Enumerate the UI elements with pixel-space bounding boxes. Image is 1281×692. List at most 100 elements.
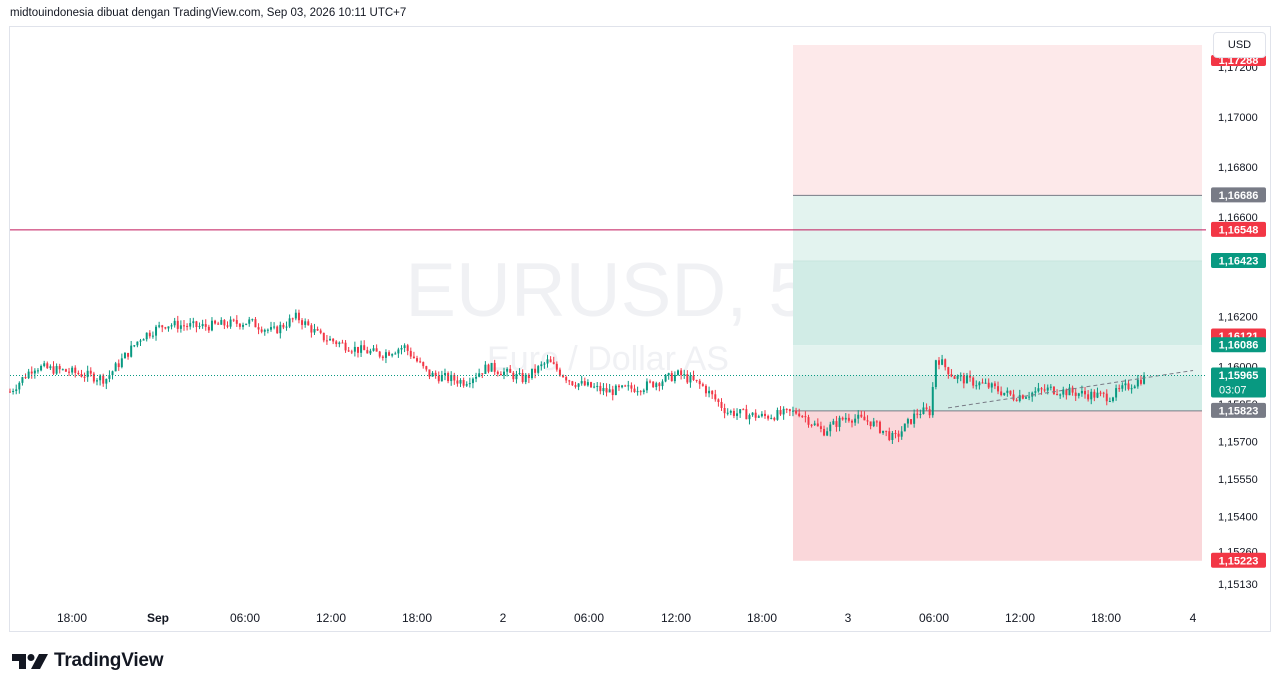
stop-loss-zone[interactable]	[793, 410, 1202, 561]
candle-body	[782, 408, 785, 415]
trend-line[interactable]	[947, 369, 1194, 409]
candle-body	[925, 407, 928, 410]
candle-body	[732, 410, 735, 416]
candle-body	[360, 345, 363, 353]
candle-body	[1096, 392, 1099, 398]
candle-body	[12, 390, 15, 392]
candle-body	[1012, 394, 1015, 400]
candle-body	[1028, 396, 1031, 398]
candle-body	[984, 382, 987, 384]
target-zone-2[interactable]	[793, 261, 1202, 346]
candle-body	[459, 380, 462, 384]
candle-body	[795, 410, 798, 414]
time-axis-label: 4	[1190, 611, 1197, 625]
candle-body	[450, 374, 453, 382]
candle-body	[139, 340, 142, 342]
candle-body	[813, 423, 816, 425]
price-axis-label: 1,17000	[1218, 112, 1258, 124]
candle-body	[959, 375, 962, 377]
candle-body	[878, 421, 881, 433]
candle-body	[117, 363, 120, 368]
candle-body	[972, 377, 975, 386]
currency-button[interactable]: USD	[1213, 32, 1266, 58]
candle-body	[906, 419, 909, 424]
candle-body	[322, 332, 325, 341]
candle-body	[226, 325, 229, 327]
candle-body	[9, 391, 11, 393]
candle-body	[969, 375, 972, 378]
candle-body	[891, 432, 894, 440]
candle-body	[882, 430, 885, 433]
candle-body	[363, 345, 366, 351]
candle-body	[586, 382, 589, 386]
candle-body	[182, 325, 185, 327]
candle-body	[192, 321, 195, 324]
candle-body	[770, 417, 773, 419]
candle-body	[1108, 401, 1111, 403]
tradingview-logo-icon	[12, 654, 48, 669]
candle-body	[875, 421, 878, 423]
tradingview-logo[interactable]: TradingView	[12, 650, 164, 672]
candle-body	[210, 320, 213, 331]
candle-body	[437, 375, 440, 382]
candle-body	[524, 374, 527, 383]
candle-body	[151, 335, 154, 337]
candle-body	[636, 391, 639, 393]
candle-body	[754, 412, 757, 418]
candle-body	[254, 319, 257, 328]
candle-body	[204, 324, 207, 327]
price-label-badge	[1211, 337, 1266, 353]
candle-body	[276, 326, 279, 334]
candle-body	[145, 332, 148, 340]
candle-body	[36, 370, 39, 372]
candle-body	[388, 352, 391, 356]
candle-body	[148, 332, 151, 337]
target-zone-3[interactable]	[793, 195, 1202, 262]
candle-body	[484, 364, 487, 374]
candle-body	[934, 360, 937, 388]
candle-body	[248, 319, 251, 324]
candle-body	[897, 433, 900, 437]
candle-body	[179, 325, 182, 329]
candle-body	[776, 410, 779, 420]
candle-body	[633, 388, 636, 392]
candle-body	[555, 363, 558, 370]
candle-body	[1074, 392, 1077, 396]
candle-body	[27, 371, 30, 379]
candle-body	[745, 409, 748, 420]
candle-body	[68, 371, 71, 373]
candle-body	[866, 420, 869, 422]
candle-body	[627, 385, 630, 387]
candle-body	[530, 368, 533, 379]
candle-body	[506, 368, 509, 372]
candle-body	[1130, 388, 1133, 390]
candle-body	[726, 412, 729, 414]
upper-stop-zone[interactable]	[793, 44, 1202, 196]
candle-body	[217, 323, 220, 325]
price-label-badge	[1211, 367, 1266, 398]
candle-body	[1006, 390, 1009, 393]
candle-body	[698, 380, 701, 385]
candle-body	[49, 366, 52, 369]
candle-body	[748, 415, 751, 420]
candle-body	[832, 421, 835, 425]
candle-body	[534, 368, 537, 373]
candle-body	[574, 385, 577, 387]
candle-body	[329, 338, 332, 341]
candle-body	[46, 363, 49, 369]
candle-body	[1056, 394, 1059, 396]
candle-body	[453, 374, 456, 381]
candle-body	[245, 323, 248, 325]
candle-body	[739, 409, 742, 414]
candle-body	[487, 364, 490, 372]
candle-body	[61, 369, 64, 371]
candle-body	[89, 370, 92, 374]
candle-body	[260, 329, 263, 332]
candle-body	[1118, 388, 1121, 390]
candle-body	[229, 319, 232, 327]
candle-body	[33, 370, 36, 374]
candle-body	[1121, 385, 1124, 389]
candle-body	[297, 312, 300, 321]
candle-body	[1024, 397, 1027, 399]
